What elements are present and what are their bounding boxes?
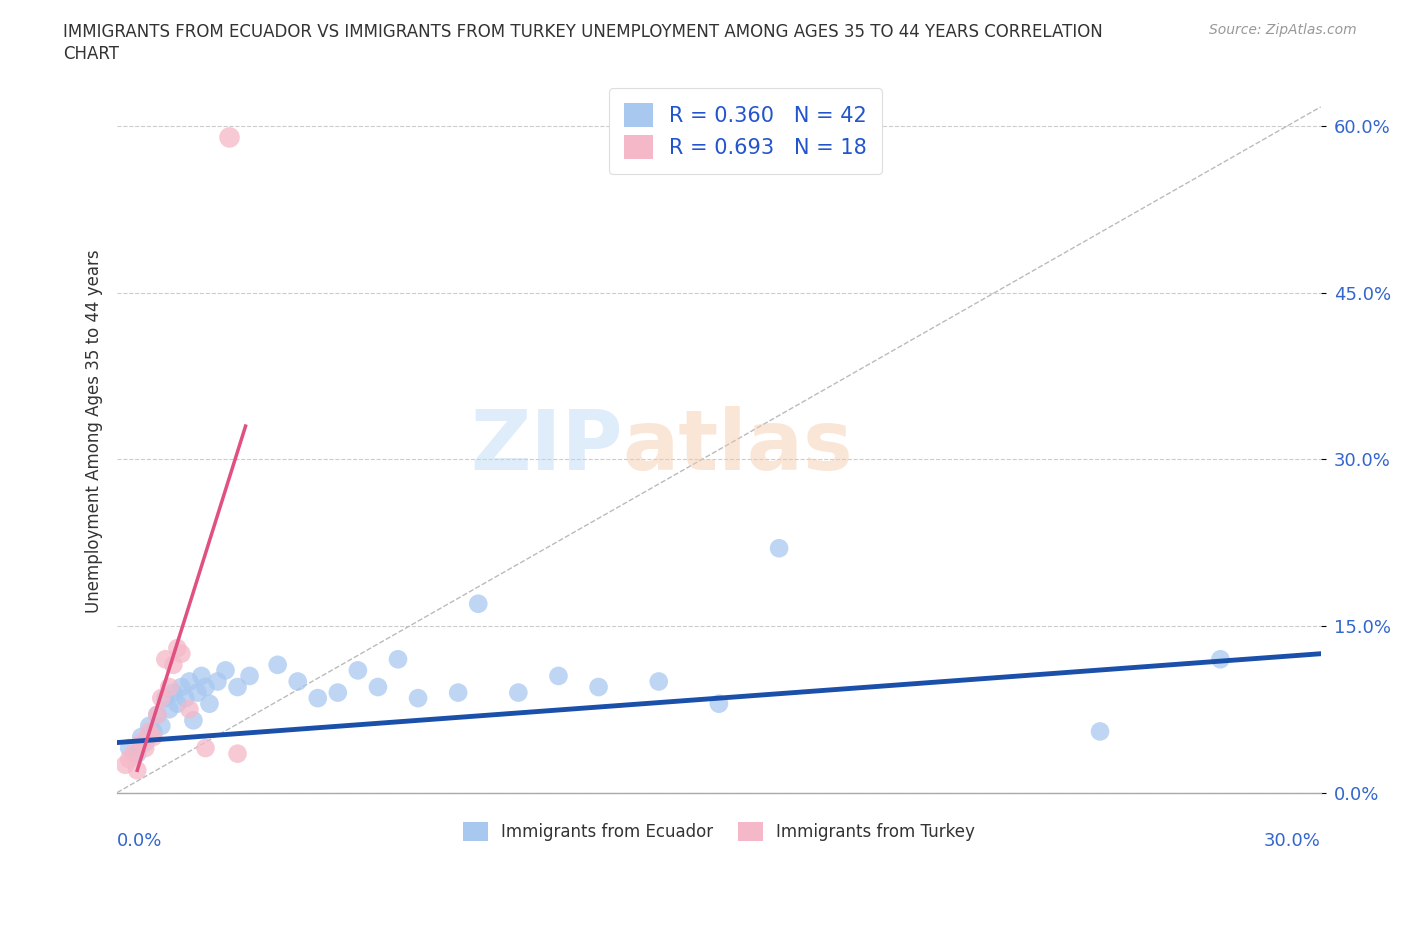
Point — [146, 708, 169, 723]
Point — [1088, 724, 1111, 739]
Point — [134, 735, 156, 750]
Text: IMMIGRANTS FROM ECUADOR VS IMMIGRANTS FROM TURKEY UNEMPLOYMENT AMONG AGES 35 TO : IMMIGRANTS FROM ECUADOR VS IMMIGRANTS FR… — [63, 23, 1104, 41]
Point — [162, 685, 184, 700]
Point — [367, 680, 389, 695]
Point — [162, 658, 184, 672]
Point — [287, 674, 309, 689]
Text: atlas: atlas — [623, 405, 853, 486]
Legend: Immigrants from Ecuador, Immigrants from Turkey: Immigrants from Ecuador, Immigrants from… — [454, 813, 984, 849]
Point — [194, 740, 217, 755]
Point — [118, 740, 141, 755]
Point — [138, 724, 160, 739]
Point — [122, 746, 145, 761]
Point — [179, 702, 201, 717]
Point — [138, 719, 160, 734]
Point — [157, 680, 180, 695]
Point — [326, 685, 349, 700]
Point — [170, 680, 193, 695]
Point — [170, 646, 193, 661]
Point — [127, 763, 149, 777]
Point — [207, 674, 229, 689]
Point — [387, 652, 409, 667]
Point — [467, 596, 489, 611]
Point — [150, 719, 173, 734]
Point — [150, 691, 173, 706]
Point — [190, 669, 212, 684]
Point — [186, 685, 208, 700]
Point — [266, 658, 288, 672]
Text: 30.0%: 30.0% — [1264, 832, 1320, 850]
Point — [146, 708, 169, 723]
Point — [127, 746, 149, 761]
Point — [226, 680, 249, 695]
Point — [214, 663, 236, 678]
Point — [155, 652, 177, 667]
Point — [118, 751, 141, 766]
Point — [155, 691, 177, 706]
Point — [166, 641, 188, 656]
Text: 0.0%: 0.0% — [117, 832, 163, 850]
Y-axis label: Unemployment Among Ages 35 to 44 years: Unemployment Among Ages 35 to 44 years — [86, 250, 103, 614]
Point — [166, 697, 188, 711]
Point — [226, 746, 249, 761]
Point — [447, 685, 470, 700]
Point — [142, 729, 165, 744]
Point — [218, 130, 240, 145]
Text: Source: ZipAtlas.com: Source: ZipAtlas.com — [1209, 23, 1357, 37]
Point — [648, 674, 671, 689]
Point — [707, 697, 730, 711]
Point — [129, 735, 152, 750]
Point — [198, 697, 221, 711]
Point — [547, 669, 569, 684]
Point — [347, 663, 370, 678]
Point — [129, 729, 152, 744]
Text: CHART: CHART — [63, 45, 120, 62]
Point — [588, 680, 610, 695]
Point — [406, 691, 429, 706]
Point — [194, 680, 217, 695]
Point — [1209, 652, 1232, 667]
Point — [768, 541, 790, 556]
Point — [114, 757, 136, 772]
Point — [239, 669, 262, 684]
Point — [142, 724, 165, 739]
Point — [134, 740, 156, 755]
Point — [508, 685, 530, 700]
Point — [179, 674, 201, 689]
Text: ZIP: ZIP — [470, 405, 623, 486]
Point — [183, 713, 205, 728]
Point — [157, 702, 180, 717]
Point — [307, 691, 329, 706]
Point — [174, 691, 197, 706]
